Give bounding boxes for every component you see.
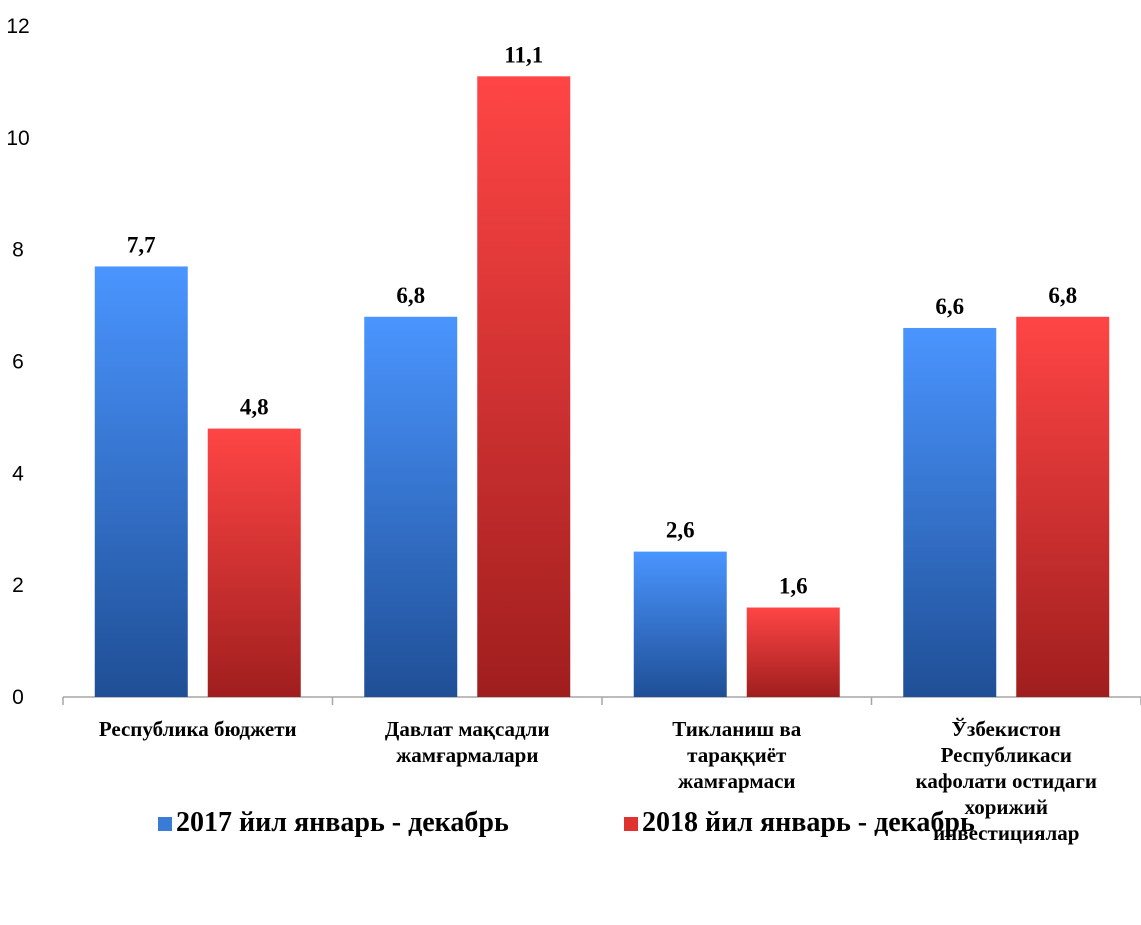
bar-2017 <box>903 327 997 697</box>
x-axis <box>62 696 1141 705</box>
legend-swatch-2018 <box>624 817 638 831</box>
y-axis: 0 2 4 6 8 10 12 <box>6 15 29 709</box>
y-tick-label: 10 <box>6 127 29 150</box>
bar-2018 <box>746 607 840 697</box>
bar-data-label: 11,1 <box>504 42 543 67</box>
bar-2018 <box>207 428 301 697</box>
bar-data-label: 2,6 <box>666 518 695 543</box>
bar-2017 <box>94 266 188 697</box>
category-labels-group: Республика бюджети Давлат мақсадли жамғарм… <box>99 717 1097 845</box>
bar-2017 <box>364 316 458 697</box>
bar-data-label: 6,6 <box>935 294 964 319</box>
bar-data-label: 4,8 <box>240 395 269 420</box>
category-label: Республика бюджети <box>99 717 297 741</box>
bar-2017 <box>633 551 727 697</box>
y-tick-label: 8 <box>12 239 24 262</box>
y-tick-label: 12 <box>6 15 29 38</box>
y-tick-label: 0 <box>12 686 24 709</box>
bar-data-label: 6,8 <box>1048 283 1077 308</box>
legend: 2017 йил январь - декабрь 2018 йил январь… <box>158 807 975 838</box>
bar-2018 <box>1016 316 1110 697</box>
bar-2018 <box>477 76 571 697</box>
bar-data-label: 7,7 <box>127 232 156 257</box>
legend-label-2018: 2018 йил январь - декабрь <box>642 807 975 838</box>
y-tick-label: 4 <box>12 462 24 485</box>
category-label: Давлат мақсадли жамғармалари <box>385 717 550 767</box>
bar-data-label: 1,6 <box>779 574 808 599</box>
bars-group <box>94 76 1110 697</box>
y-tick-label: 2 <box>12 574 24 597</box>
category-label: Тикланиш ва тараққиёт жамғармаси <box>672 717 801 793</box>
legend-swatch-2017 <box>158 817 172 831</box>
data-labels-group: 7,7 6,8 2,6 6,6 4,8 11,1 1,6 6,8 <box>127 42 1077 598</box>
category-label: Ўзбекистон Республикаси кафолати остидаги х… <box>916 717 1097 845</box>
y-tick-label: 6 <box>12 351 24 374</box>
bar-data-label: 6,8 <box>396 283 425 308</box>
legend-label-2017: 2017 йил январь - декабрь <box>176 807 509 838</box>
